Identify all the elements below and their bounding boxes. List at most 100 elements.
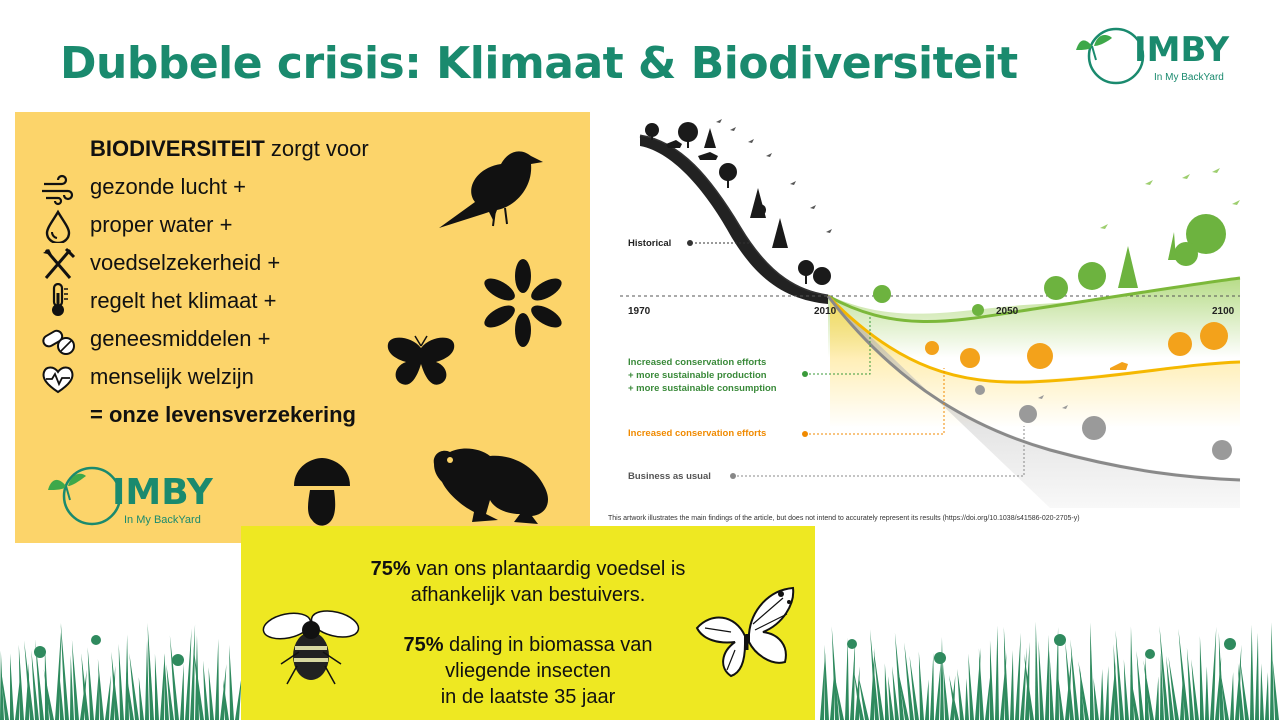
grass-blade <box>190 624 196 720</box>
grass-blade <box>215 638 219 720</box>
grass-blade <box>1255 632 1259 720</box>
wind-icon <box>42 174 74 206</box>
grass-blade <box>180 663 184 720</box>
grass-blade <box>1155 676 1159 720</box>
grass-blade <box>138 677 144 720</box>
grass-blade <box>820 652 826 720</box>
grass-blade <box>1003 626 1009 720</box>
grass-blade <box>223 679 229 720</box>
grass-blade <box>35 639 44 720</box>
fact1-text-2: afhankelijk van bestuivers. <box>410 584 646 606</box>
grass-blade <box>1100 668 1104 720</box>
bird-silhouette-icon <box>439 151 543 228</box>
grass-blade <box>935 659 942 720</box>
chart-caption: This artwork illustrates the main findin… <box>608 515 1080 522</box>
pills-icon <box>42 329 75 355</box>
grass-blade <box>835 678 844 720</box>
grass-blade <box>943 663 949 720</box>
grass-blade <box>1160 652 1164 720</box>
grass-blade <box>1010 650 1014 720</box>
grass-blade <box>1130 626 1134 720</box>
grass-blade <box>166 664 174 720</box>
grass-blade <box>220 663 227 720</box>
grass-blade <box>229 644 234 720</box>
grass-blade <box>60 622 69 720</box>
label-business-as-usual: Business as usual <box>628 471 711 482</box>
grass-blade <box>145 639 149 720</box>
grass-blade <box>1136 650 1144 720</box>
benefits-conclusion: = onze levensverzekering <box>90 402 356 427</box>
thermometer-icon <box>52 283 68 316</box>
label-green-2: + more sustainable production <box>628 370 767 381</box>
label-historical: Historical <box>628 238 671 249</box>
grass-blade <box>1159 625 1169 720</box>
fact2-percent: 75% <box>403 634 444 656</box>
grass-blade <box>1 673 9 720</box>
grass-blade <box>995 625 999 720</box>
bumblebee-icon <box>262 610 360 685</box>
grass-blade <box>1130 674 1139 720</box>
fact2-text-2: vliegende insecten <box>445 660 611 682</box>
fact2-text-3: in de laatste 35 jaar <box>440 686 616 708</box>
grass-blade <box>1143 660 1154 720</box>
grass-blade <box>118 643 124 720</box>
grass-blade <box>193 646 204 720</box>
grass-blade <box>1123 659 1129 720</box>
grass-blade <box>884 663 889 720</box>
grass-blade <box>81 653 89 720</box>
grass-blade <box>1272 659 1279 720</box>
logo-tagline: In My BackYard <box>124 514 201 526</box>
grass-blade <box>24 640 34 720</box>
grass-blade <box>164 652 169 720</box>
heading-rest: zorgt voor <box>264 136 369 161</box>
grass-blade <box>111 651 119 720</box>
grass-blade <box>968 653 974 720</box>
grass-blade <box>1210 626 1217 720</box>
benefit-item: geneesmiddelen + <box>90 326 271 351</box>
grass-blade <box>1038 640 1044 720</box>
grass-blade <box>147 622 154 720</box>
grass-blade <box>1250 624 1254 720</box>
grass-blade <box>18 644 24 720</box>
grass-blade <box>1230 671 1234 720</box>
grass-blade <box>830 672 835 720</box>
leaf-ring-icon <box>1076 27 1145 85</box>
grass-blade <box>55 623 62 720</box>
grass-blade <box>940 636 944 720</box>
benefit-item: gezonde lucht + <box>90 174 246 199</box>
grass-blade <box>1265 672 1269 720</box>
grass-blade <box>1045 634 1049 720</box>
grass-blade <box>957 668 964 720</box>
grass-blade <box>31 650 39 720</box>
grass-blade <box>1070 639 1079 720</box>
grass-blade <box>126 671 134 720</box>
water-drop-icon <box>45 209 71 243</box>
grass-blade <box>930 652 934 720</box>
imby-logo-top: IMBY In My BackYard <box>1072 24 1232 88</box>
grass-blade <box>824 644 829 720</box>
axis-tick-2100: 2100 <box>1212 306 1235 317</box>
grass-blade <box>169 635 179 720</box>
logo-tagline: In My BackYard <box>1154 72 1224 83</box>
grass-blade <box>1015 632 1021 720</box>
fact-pollinators: 75% van ons plantaardig voedsel is afhan… <box>241 556 815 608</box>
grass-blade <box>185 628 192 720</box>
fact2-text: daling in biomassa van <box>443 634 653 656</box>
grass-blade <box>1058 676 1064 720</box>
mushroom-silhouette-icon <box>294 458 350 526</box>
grass-blade <box>87 647 94 720</box>
grass-blade <box>845 637 849 720</box>
grass-blade <box>985 672 991 720</box>
grass-blade <box>925 679 929 720</box>
axis-tick-1970: 1970 <box>628 306 651 317</box>
grass-blade <box>887 676 894 720</box>
heading-bold: BIODIVERSITEIT <box>90 136 265 161</box>
grass-blade <box>105 675 111 720</box>
fact-insect-biomass: 75% daling in biomassa van vliegende ins… <box>241 632 815 710</box>
benefit-item: regelt het klimaat + <box>90 288 277 313</box>
grass-blade <box>1237 663 1244 720</box>
heart-pulse-icon <box>42 366 74 394</box>
grass-blade <box>1113 644 1119 720</box>
slide-title: Dubbele crisis: Klimaat & Biodiversiteit <box>60 38 1018 89</box>
